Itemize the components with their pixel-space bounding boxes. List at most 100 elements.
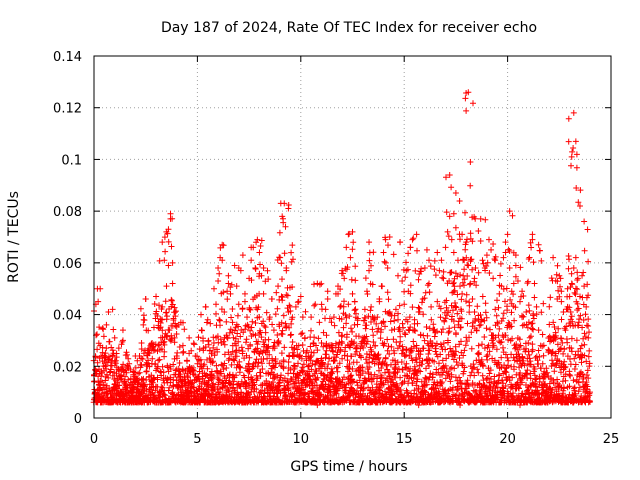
x-axis-label: GPS time / hours xyxy=(290,459,407,475)
data-point xyxy=(101,358,108,365)
data-point xyxy=(514,277,521,284)
data-point xyxy=(268,296,275,303)
data-point xyxy=(446,213,453,220)
data-point xyxy=(490,275,497,282)
data-point xyxy=(299,314,306,321)
data-point xyxy=(146,381,153,388)
data-point xyxy=(97,342,104,349)
data-point xyxy=(504,231,511,238)
data-point xyxy=(200,345,207,352)
data-point xyxy=(119,337,126,344)
y-tick-label: 0.02 xyxy=(53,360,82,375)
data-point xyxy=(467,159,474,166)
data-point xyxy=(215,277,222,284)
data-point xyxy=(132,352,139,359)
plot-frame xyxy=(93,55,612,419)
data-point xyxy=(554,296,561,303)
data-point xyxy=(502,239,509,246)
data-point xyxy=(572,254,579,261)
data-point xyxy=(568,153,575,160)
data-point xyxy=(347,254,354,261)
data-point xyxy=(525,340,532,347)
data-point xyxy=(339,332,346,339)
data-point xyxy=(198,391,205,398)
data-point xyxy=(241,290,248,297)
data-point xyxy=(483,252,490,259)
data-point xyxy=(469,296,476,303)
data-point xyxy=(248,244,255,251)
data-point xyxy=(548,376,555,383)
data-point xyxy=(519,288,526,295)
y-axis-label: ROTI / TECUs xyxy=(6,191,22,283)
data-point xyxy=(262,329,269,336)
data-point xyxy=(95,298,102,305)
data-point xyxy=(275,283,282,290)
data-point xyxy=(388,327,395,334)
data-point xyxy=(320,329,327,336)
data-point xyxy=(181,376,188,383)
data-point xyxy=(173,352,180,359)
data-point xyxy=(399,277,406,284)
data-point xyxy=(535,241,542,248)
data-point xyxy=(260,265,267,272)
data-point xyxy=(208,368,215,375)
data-point xyxy=(202,303,209,310)
data-point xyxy=(415,402,422,409)
data-point xyxy=(388,391,395,398)
data-point xyxy=(378,283,385,290)
data-point xyxy=(475,342,482,349)
axis-ticks: 0 5 10 15 20 25 0 0.02 0.04 0.06 0.08 0.1 0.12 0.14 xyxy=(53,50,619,447)
data-point xyxy=(506,265,513,272)
data-point xyxy=(113,383,120,390)
data-point xyxy=(248,257,255,264)
data-point xyxy=(301,334,308,341)
data-point xyxy=(157,368,164,375)
data-point xyxy=(434,249,441,256)
data-point xyxy=(289,352,296,359)
data-point xyxy=(250,396,257,403)
data-point xyxy=(208,399,215,406)
data-point xyxy=(316,319,323,326)
data-point xyxy=(103,321,110,328)
data-point xyxy=(581,218,588,225)
data-point xyxy=(492,306,499,313)
data-point xyxy=(210,340,217,347)
data-point xyxy=(471,308,478,315)
data-point xyxy=(272,360,279,367)
data-point xyxy=(477,321,484,328)
data-point xyxy=(231,394,238,401)
data-point xyxy=(488,246,495,253)
data-point xyxy=(281,200,288,207)
data-point xyxy=(264,389,271,396)
data-point xyxy=(264,345,271,352)
data-point xyxy=(349,290,356,297)
data-point xyxy=(153,293,160,300)
data-point xyxy=(128,381,135,388)
data-point xyxy=(324,296,331,303)
data-point xyxy=(380,249,387,256)
data-point xyxy=(343,244,350,251)
data-point xyxy=(413,345,420,352)
data-point xyxy=(405,288,412,295)
data-point xyxy=(310,340,317,347)
x-tick-label: 25 xyxy=(603,432,620,447)
data-point xyxy=(477,215,484,222)
data-point xyxy=(473,327,480,334)
data-point xyxy=(128,399,135,406)
data-point xyxy=(419,296,426,303)
data-point xyxy=(169,259,176,266)
data-point xyxy=(287,332,294,339)
data-point xyxy=(436,267,443,274)
data-point xyxy=(179,389,186,396)
data-point xyxy=(291,399,298,406)
data-point xyxy=(428,303,435,310)
data-point xyxy=(184,358,191,365)
data-point xyxy=(467,280,474,287)
data-point xyxy=(572,138,579,145)
data-point xyxy=(330,314,337,321)
data-point xyxy=(537,342,544,349)
data-point xyxy=(241,298,248,305)
data-point xyxy=(295,298,302,305)
data-point xyxy=(452,270,459,277)
